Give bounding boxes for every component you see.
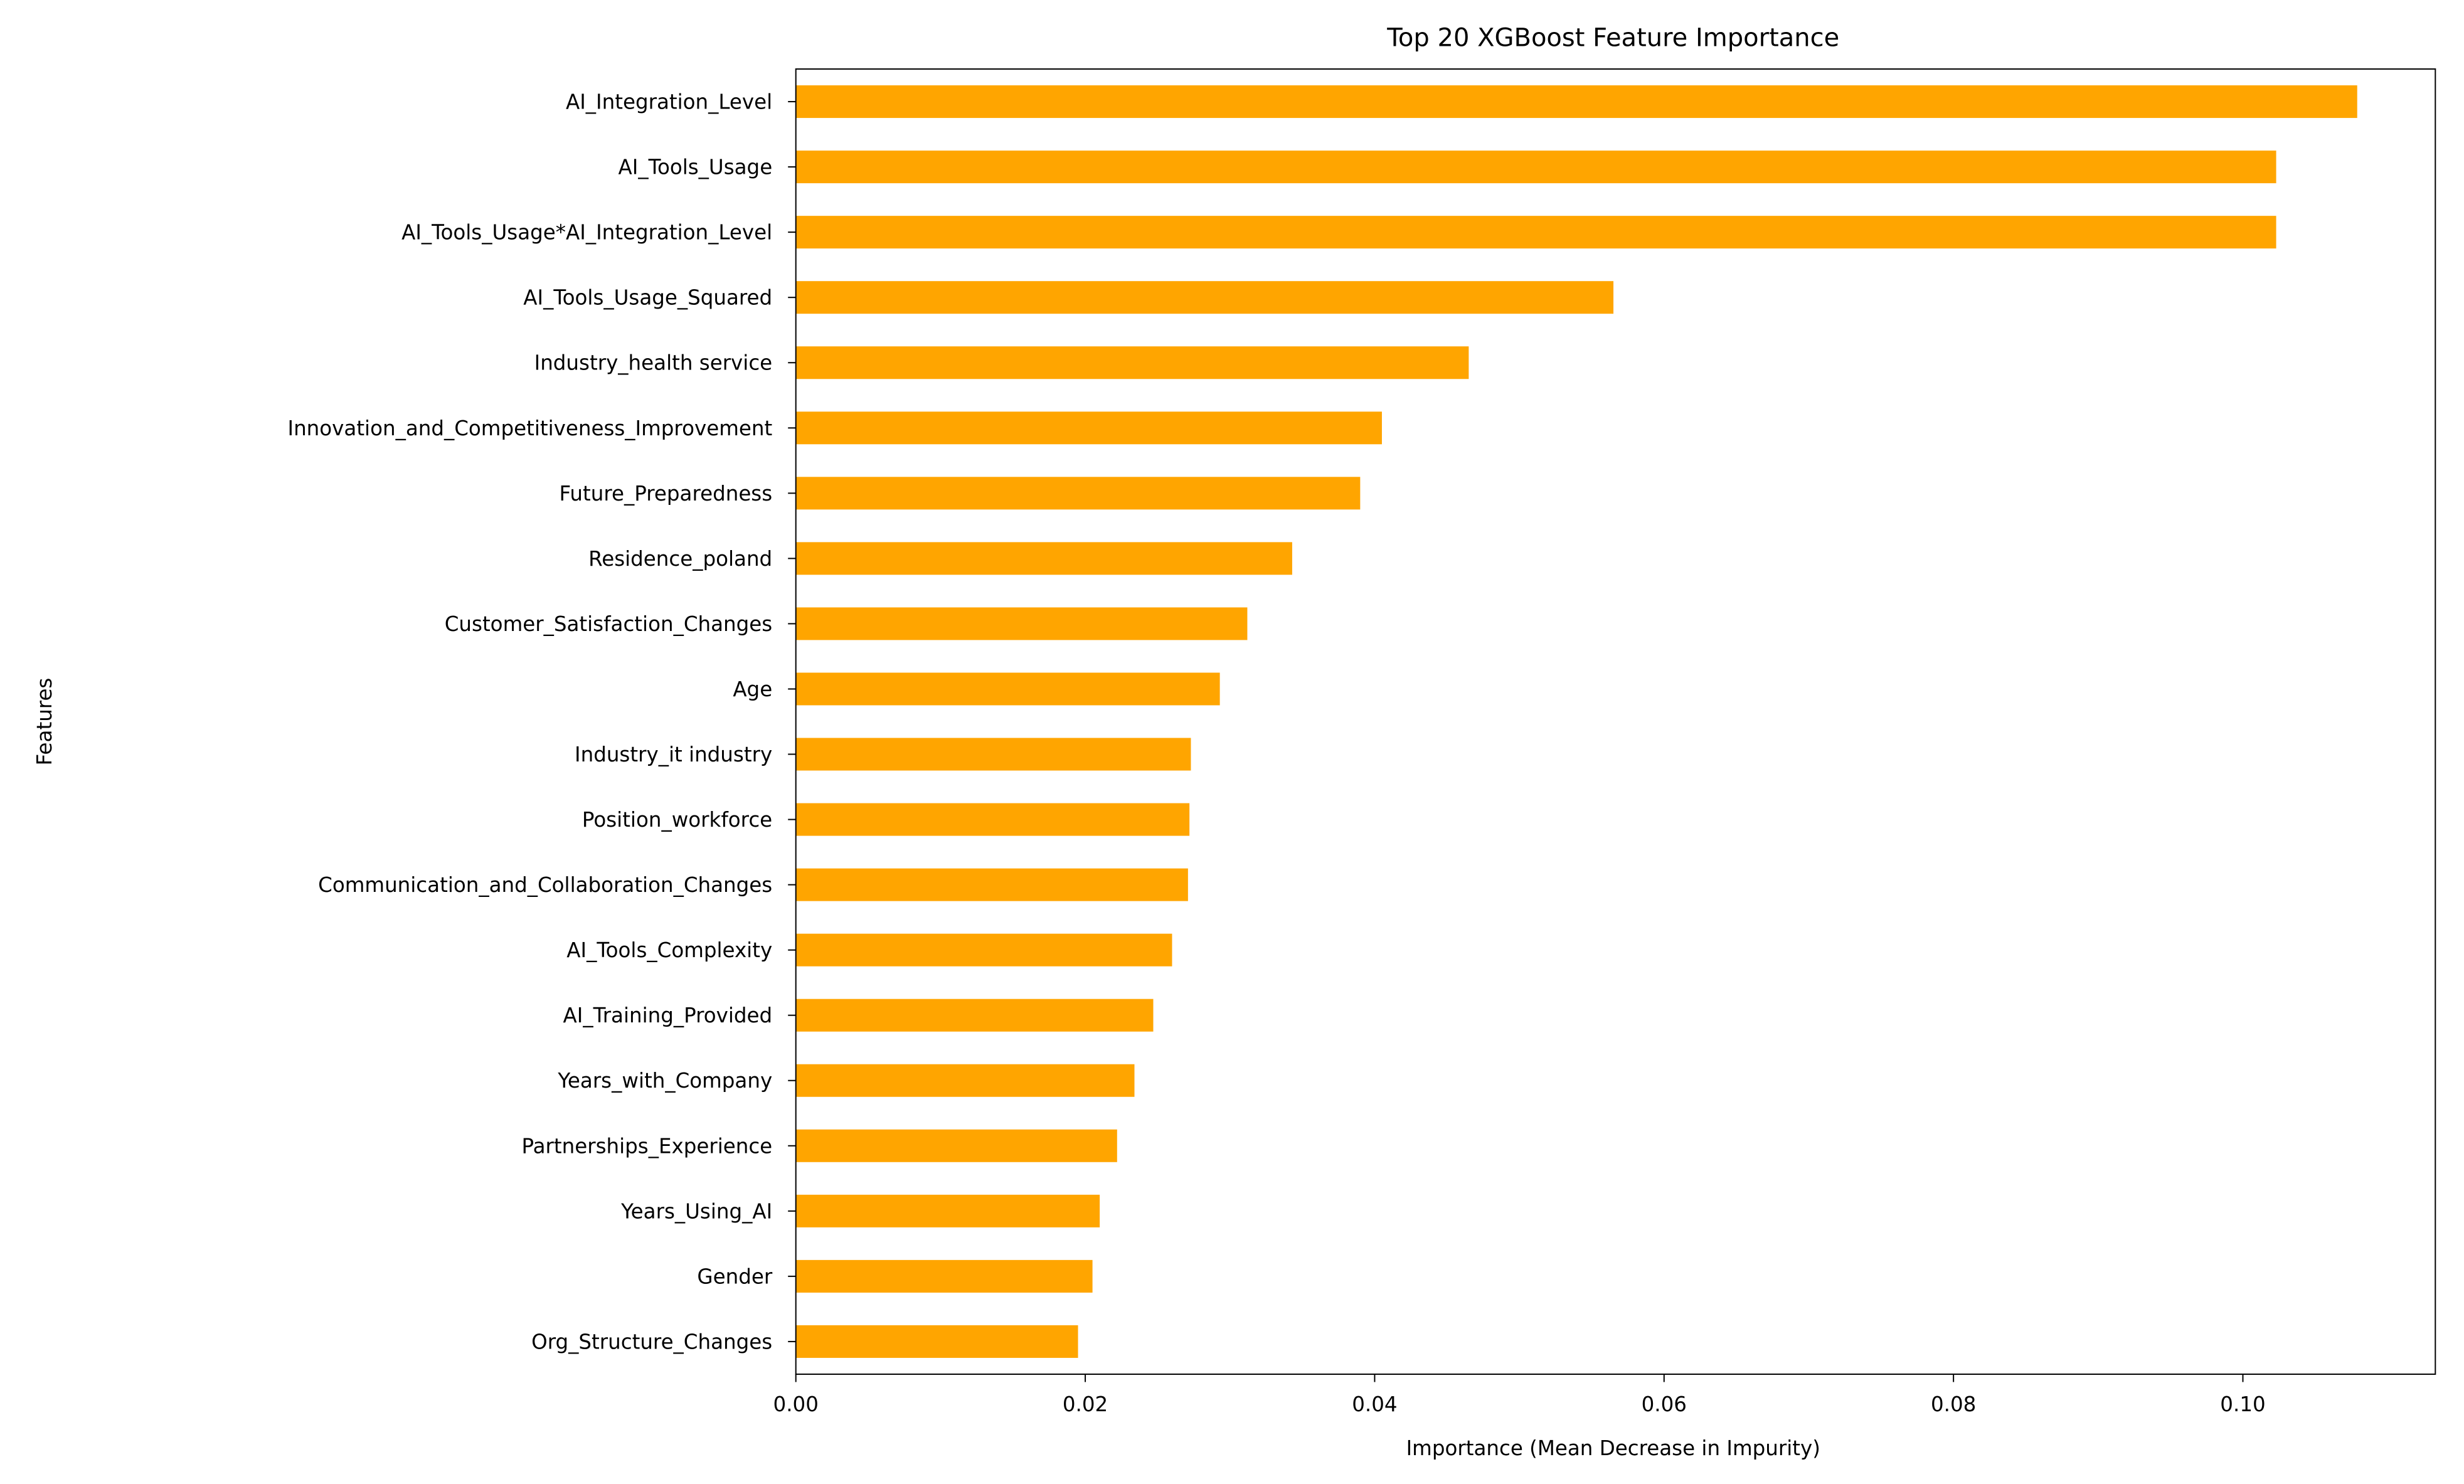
y-tick-label: AI_Tools_Complexity <box>566 938 772 962</box>
y-tick-label: Years_with_Company <box>557 1069 772 1093</box>
y-tick-label: AI_Integration_Level <box>566 90 772 114</box>
chart-title: Top 20 XGBoost Feature Importance <box>1386 24 1839 53</box>
y-tick-label: AI_Tools_Usage <box>619 156 773 179</box>
x-tick-label: 0.04 <box>1352 1392 1397 1416</box>
bar <box>795 151 2276 184</box>
y-tick-label: AI_Tools_Usage*AI_Integration_Level <box>401 221 772 245</box>
bar <box>795 477 1361 510</box>
y-tick-label: Org_Structure_Changes <box>531 1330 772 1354</box>
bar <box>795 1325 1078 1358</box>
bar <box>795 607 1248 640</box>
bar <box>795 1194 1100 1227</box>
x-tick-label: 0.06 <box>1642 1392 1687 1416</box>
y-tick-label: AI_Training_Provided <box>563 1004 773 1027</box>
bar <box>795 999 1154 1032</box>
bar <box>795 933 1172 967</box>
y-tick-label: Residence_poland <box>588 547 772 571</box>
y-tick-label: Position_workforce <box>582 808 772 832</box>
x-tick-label: 0.00 <box>773 1392 819 1416</box>
y-tick-label: Age <box>733 677 772 701</box>
bar <box>795 411 1382 445</box>
y-tick-label: AI_Tools_Usage_Squared <box>523 286 772 310</box>
y-tick-label: Customer_Satisfaction_Changes <box>445 612 772 636</box>
bar <box>795 1064 1135 1097</box>
bar <box>795 868 1188 901</box>
y-axis-label: Features <box>33 678 56 766</box>
bar <box>795 672 1220 706</box>
bar <box>795 1259 1093 1293</box>
bar <box>795 216 2276 249</box>
bar <box>795 281 1614 314</box>
x-tick-label: 0.08 <box>1931 1392 1976 1416</box>
y-tick-label: Gender <box>697 1264 772 1288</box>
bar <box>795 85 2357 119</box>
plot-frame <box>795 68 2436 1375</box>
y-tick-label: Years_Using_AI <box>620 1199 772 1223</box>
bar <box>795 346 1469 379</box>
bar <box>795 803 1190 836</box>
y-tick-label: Innovation_and_Competitiveness_Improveme… <box>288 416 773 440</box>
y-tick-label: Industry_it industry <box>575 743 772 766</box>
y-tick-label: Partnerships_Experience <box>521 1134 772 1158</box>
bar <box>795 542 1292 575</box>
x-axis-label: Importance (Mean Decrease in Impurity) <box>1406 1436 1820 1460</box>
y-tick-label: Future_Preparedness <box>559 482 772 506</box>
y-tick-label: Communication_and_Collaboration_Changes <box>318 873 772 897</box>
bar <box>795 1129 1117 1162</box>
x-tick-label: 0.10 <box>2220 1392 2265 1416</box>
y-tick-label: Industry_health service <box>534 351 773 375</box>
bar <box>795 738 1191 771</box>
x-tick-label: 0.02 <box>1063 1392 1108 1416</box>
